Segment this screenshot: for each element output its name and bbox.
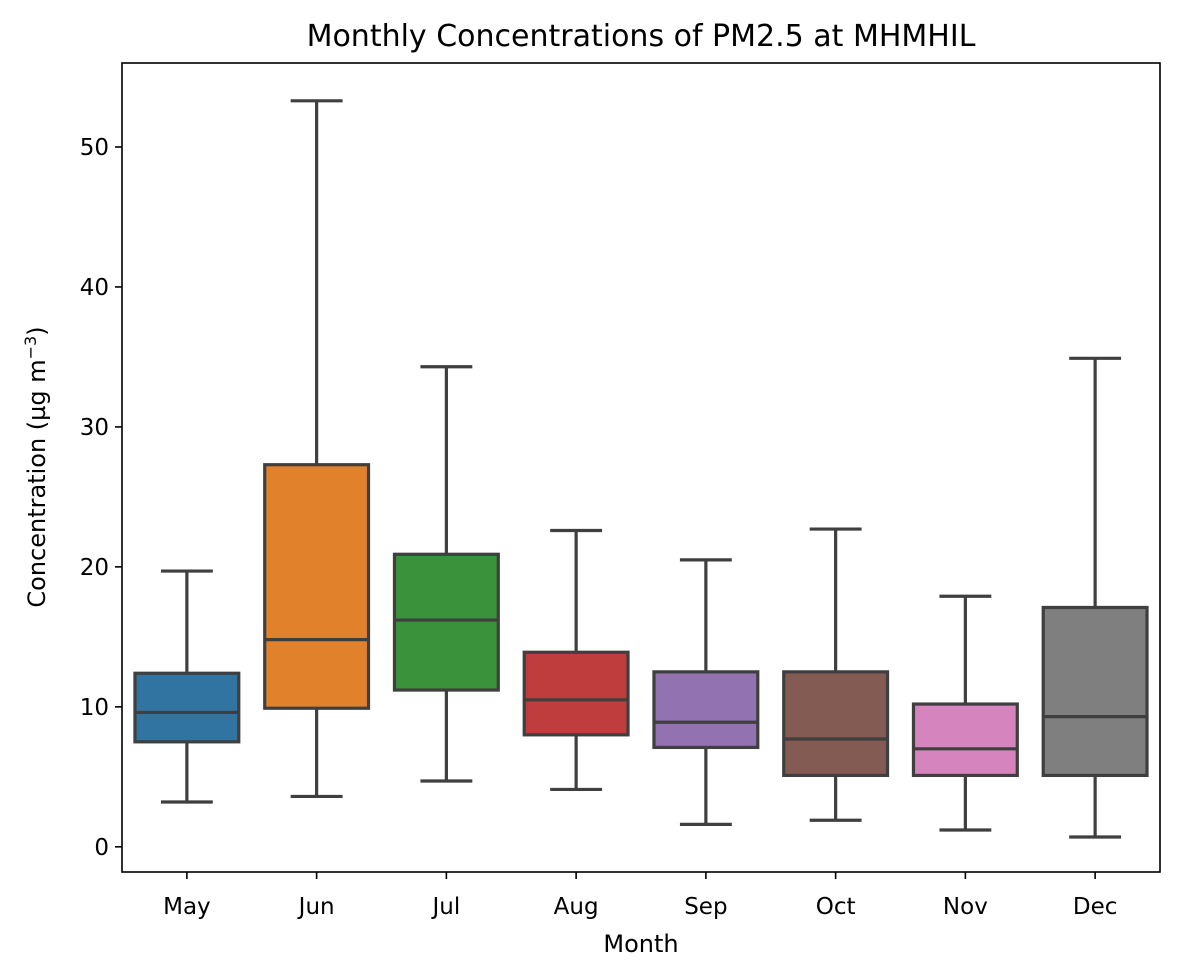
x-tick-label: Nov xyxy=(943,894,988,920)
y-tick-label: 30 xyxy=(80,415,109,441)
y-axis-label: Concentration (µg m−3) xyxy=(21,326,51,607)
y-tick-label: 20 xyxy=(80,555,109,581)
iqr-box xyxy=(911,702,1019,778)
iqr-box xyxy=(263,463,371,710)
box-aug xyxy=(522,528,630,792)
iqr-box xyxy=(652,670,760,750)
x-axis: May Jun Jul Aug Sep Oct Nov Dec xyxy=(163,872,1117,920)
y-axis-label-tail: ) xyxy=(23,326,51,335)
x-tick-label: Jul xyxy=(430,894,460,920)
iqr-box xyxy=(392,552,500,692)
box-oct xyxy=(782,527,890,822)
y-axis-label-superscript: −3 xyxy=(21,336,40,360)
x-tick-label: Dec xyxy=(1073,894,1118,920)
x-axis-label: Month xyxy=(603,930,678,958)
x-tick-label: Oct xyxy=(816,894,856,920)
y-tick-label: 10 xyxy=(80,695,109,721)
y-tick-label: 0 xyxy=(94,835,109,861)
x-tick-label: Sep xyxy=(684,894,727,920)
box-dec xyxy=(1041,356,1149,839)
box-sep xyxy=(652,558,760,827)
iqr-box xyxy=(133,671,241,744)
x-tick-label: May xyxy=(163,894,211,920)
plot-area xyxy=(133,99,1149,839)
iqr-box xyxy=(782,670,890,778)
chart-title: Monthly Concentrations of PM2.5 at MHMHI… xyxy=(307,19,976,54)
y-axis: 0 10 20 30 40 50 xyxy=(80,135,122,861)
x-tick-label: Aug xyxy=(554,894,599,920)
box-jul xyxy=(392,365,500,783)
y-tick-label: 50 xyxy=(80,135,109,161)
plot-frame xyxy=(121,62,1161,873)
box-jun xyxy=(263,99,371,799)
iqr-box xyxy=(1041,605,1149,778)
box-may xyxy=(133,569,241,804)
iqr-box xyxy=(522,650,630,737)
x-tick-label: Jun xyxy=(297,894,335,920)
box-nov xyxy=(911,594,1019,832)
y-tick-label: 40 xyxy=(80,275,109,301)
y-axis-label-main: Concentration (µg m xyxy=(23,359,51,607)
